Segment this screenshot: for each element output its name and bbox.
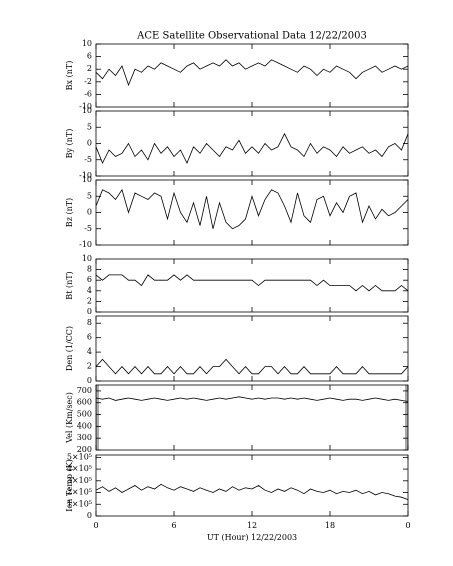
panel-frame [95,258,409,313]
x-tick-label: 0 [405,521,410,530]
panel-frame [95,110,409,177]
y-axis-label: By (nT) [65,129,74,159]
y-tick-label: 0 [87,511,92,520]
panel-frame [95,179,409,246]
panel-frame [95,384,409,451]
y-tick-label: 1×10⁵ [67,499,92,508]
y-tick-label: 4 [87,347,92,356]
panel-frame [95,315,409,382]
y-tick-label: -5 [84,155,92,164]
y-tick-label: -10 [79,240,92,249]
y-tick-label: 0 [87,139,92,148]
y-tick-label: 600 [77,398,92,407]
data-line [95,59,409,87]
x-axis-label: UT (Hour) 12/22/2003 [207,533,297,542]
y-tick-label: 10 [82,175,92,184]
y-tick-label: 10 [82,254,92,263]
y-tick-label: 700 [77,386,92,395]
y-axis-label: Ion Temp (K) [65,459,74,512]
y-axis-label: Bt (nT) [65,271,74,299]
x-tick-label: 0 [93,521,98,530]
y-axis-label: Bx (nT) [65,61,74,91]
chart-title: ACE Satellite Observational Data 12/22/2… [136,31,367,42]
y-tick-label: -2 [84,77,92,86]
data-line [95,132,409,164]
y-tick-label: 10 [82,106,92,115]
y-tick-label: 5 [87,191,92,200]
y-tick-label: 6 [87,275,92,284]
y-tick-label: 4×10⁵ [67,464,92,473]
y-tick-label: 4 [87,286,92,295]
y-axis-label: Bz (nT) [65,198,74,227]
y-tick-label: 10 [82,39,92,48]
y-axis-label: Den (1/CC) [65,326,74,371]
y-tick-label: 8 [87,318,92,327]
data-line [95,358,409,375]
edge-band [405,385,408,450]
data-line [95,188,409,230]
y-tick-label: 0 [87,208,92,217]
y-tick-label: 5×10⁵ [67,452,92,461]
y-tick-label: 3×10⁵ [67,476,92,485]
y-tick-label: 300 [77,433,92,442]
y-tick-label: 0 [87,307,92,316]
data-line [95,483,409,500]
x-tick-label: 12 [247,521,257,530]
y-tick-label: 6 [87,52,92,61]
y-tick-label: -5 [84,224,92,233]
panel-frame [95,43,409,108]
y-tick-label: -6 [84,89,92,98]
y-axis-label: Vel (Km/sec) [65,392,74,444]
y-tick-label: 2×10⁵ [67,488,92,497]
y-tick-label: 8 [87,265,92,274]
y-tick-label: -10 [79,102,92,111]
x-tick-label: 18 [325,521,335,530]
y-tick-label: 5 [87,122,92,131]
y-tick-label: 2 [87,296,92,305]
y-tick-label: 200 [77,445,92,454]
data-line [95,274,409,292]
y-tick-label: -10 [79,171,92,180]
y-tick-label: 400 [77,421,92,430]
y-tick-label: 500 [77,410,92,419]
y-tick-label: 2 [87,362,92,371]
y-tick-label: 2 [87,64,92,73]
data-line [95,396,409,402]
x-tick-label: 6 [171,521,176,530]
y-tick-label: 6 [87,333,92,342]
y-tick-label: 0 [87,376,92,385]
edge-band [96,385,99,450]
panel-frame [95,454,409,517]
